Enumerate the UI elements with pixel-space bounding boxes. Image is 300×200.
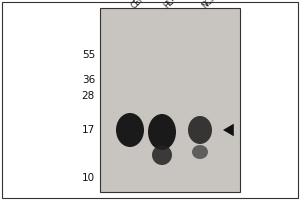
Polygon shape (223, 124, 234, 136)
Ellipse shape (148, 114, 176, 150)
Text: 55: 55 (82, 50, 95, 60)
Text: 10: 10 (82, 173, 95, 183)
Text: HL-60: HL-60 (162, 0, 184, 10)
Ellipse shape (152, 145, 172, 165)
Ellipse shape (192, 145, 208, 159)
Text: 17: 17 (82, 125, 95, 135)
Text: NCI-H460: NCI-H460 (200, 0, 232, 10)
Text: 36: 36 (82, 75, 95, 85)
Text: 28: 28 (82, 91, 95, 101)
Text: CEM: CEM (130, 0, 148, 10)
Ellipse shape (116, 113, 144, 147)
Ellipse shape (188, 116, 212, 144)
Bar (100, 8, 240, 192)
